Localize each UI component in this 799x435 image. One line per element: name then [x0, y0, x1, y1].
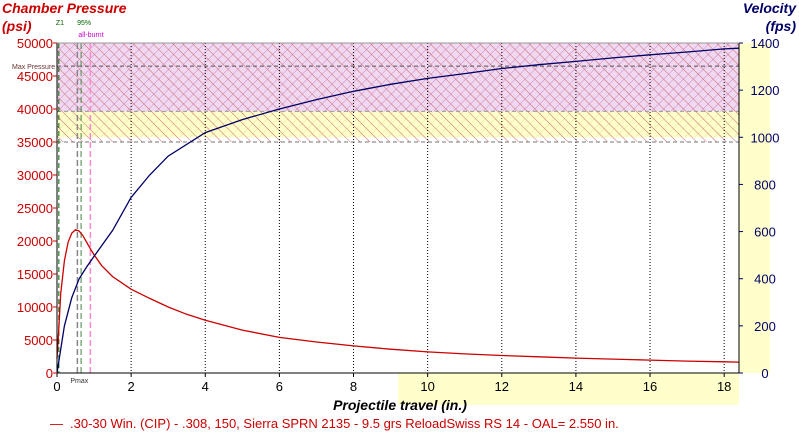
right-axis-title-line1: Velocity — [743, 0, 797, 16]
left-axis-title-line1: Chamber Pressure — [2, 0, 127, 16]
legend: — .30-30 Win. (CIP) - .308, 150, Sierra … — [50, 416, 619, 431]
x-ticks: 0 2 4 6 8 10 12 14 16 18 — [53, 373, 731, 394]
z1-label: Z1 — [56, 20, 64, 27]
x-tick-label: 0 — [53, 379, 60, 394]
right-tick-label: 400 — [754, 272, 776, 287]
left-axis-title-line2: (psi) — [2, 18, 32, 34]
pressure-band-hatch — [57, 43, 739, 142]
series-group — [56, 47, 740, 374]
right-tick-label: 800 — [754, 177, 776, 192]
left-tick-label: 45000 — [17, 69, 53, 84]
left-tick-label: 15000 — [17, 267, 53, 282]
x-tick-label: 4 — [202, 379, 209, 394]
pmax-label: Pmax — [70, 378, 88, 385]
legend-entry: .30-30 Win. (CIP) - .308, 150, Sierra SP… — [70, 416, 619, 431]
x-tick-label: 2 — [128, 379, 135, 394]
left-ticks: 0 5000 10000 15000 20000 25000 30000 35000 40000… — [17, 36, 57, 381]
all-burnt-label: all-burnt — [78, 32, 103, 39]
bands — [57, 43, 770, 405]
left-tick-label: 0 — [46, 366, 53, 381]
series-line-velocity — [56, 47, 740, 374]
right-tick-label: 1400 — [751, 36, 780, 51]
left-tick-label: 40000 — [17, 102, 53, 117]
legend-marker: — — [50, 416, 63, 431]
x-tick-label: 14 — [569, 379, 583, 394]
left-tick-label: 25000 — [17, 201, 53, 216]
left-tick-label: 30000 — [17, 168, 53, 183]
right-band-yellow — [739, 43, 770, 373]
x-tick-label: 16 — [643, 379, 657, 394]
x-tick-label: 12 — [495, 379, 509, 394]
x-axis-title: Projectile travel (in.) — [333, 397, 467, 413]
x-band-yellow — [398, 373, 739, 405]
ninety-five-label: 95% — [77, 20, 91, 27]
right-tick-label: 600 — [754, 225, 776, 240]
max-pressure-label: Max Pressure — [12, 64, 55, 71]
right-ticks: 0 200 400 600 800 1000 1200 1400 — [739, 36, 779, 381]
grid — [130, 43, 725, 373]
right-tick-label: 1200 — [751, 83, 780, 98]
series-line-pressure — [56, 229, 740, 363]
x-tick-label: 10 — [420, 379, 434, 394]
left-tick-label: 10000 — [17, 300, 53, 315]
left-tick-label: 20000 — [17, 234, 53, 249]
right-tick-label: 0 — [761, 366, 768, 381]
x-tick-label: 8 — [350, 379, 357, 394]
right-axis-title-line2: (fps) — [766, 18, 797, 34]
reference-lines — [57, 43, 739, 373]
x-tick-label: 6 — [276, 379, 283, 394]
left-tick-label: 35000 — [17, 135, 53, 150]
left-tick-label: 5000 — [24, 333, 53, 348]
right-tick-label: 200 — [754, 319, 776, 334]
right-tick-label: 1000 — [751, 130, 780, 145]
x-tick-label: 18 — [717, 379, 731, 394]
left-tick-label: 50000 — [17, 36, 53, 51]
